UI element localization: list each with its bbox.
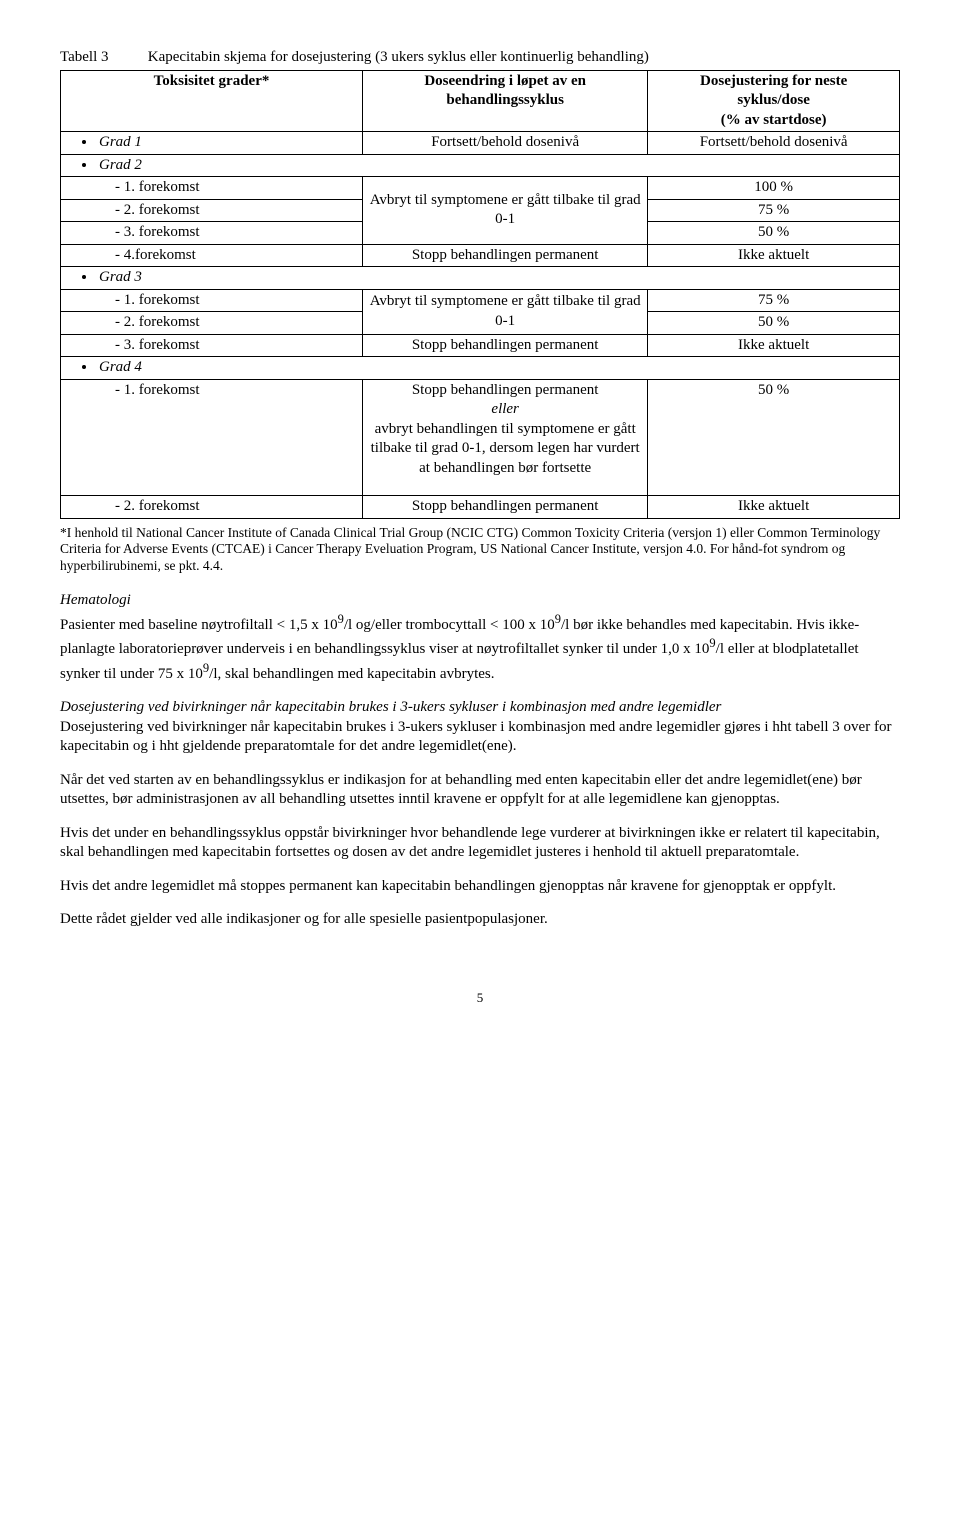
dose-p1: Dosejustering ved bivirkninger når kapec…	[60, 718, 900, 757]
g4-2-c2: Stopp behandlingen permanent	[363, 496, 648, 519]
grad2-header-row: Grad 2	[61, 154, 900, 177]
g3-1-c3: 75 %	[648, 289, 900, 312]
g2-2-c3: 75 %	[648, 199, 900, 222]
g4-1-c2: Stopp behandlingen permanent eller avbry…	[363, 379, 648, 496]
g4-1-c3: 50 %	[648, 379, 900, 496]
grad4-label: Grad 4	[97, 358, 893, 378]
hematologi-heading: Hematologi	[60, 592, 131, 608]
g4-2-label: - 2. forekomst	[61, 496, 363, 519]
table-caption-lead: Tabell 3	[60, 48, 144, 68]
th-col3-l2: syklus/dose	[737, 92, 810, 108]
hematologi-paragraph: Hematologi Pasienter med baseline nøytro…	[60, 591, 900, 684]
grad3-label: Grad 3	[97, 268, 893, 288]
g4-1-c2-l3: avbryt behandlingen til symptomene er gå…	[371, 421, 640, 476]
g3-3-c3: Ikke aktuelt	[648, 334, 900, 357]
table-caption: Tabell 3 Kapecitabin skjema for dosejust…	[60, 48, 900, 68]
grad4-label-cell: Grad 4	[61, 357, 900, 380]
g4-1-label: - 1. forekomst	[61, 379, 363, 496]
grad2-label: Grad 2	[97, 156, 893, 176]
g2-4-c3: Ikke aktuelt	[648, 244, 900, 267]
grad1-c2: Fortsett/behold dosenivå	[363, 132, 648, 155]
th-col2-l2: behandlingssyklus	[446, 92, 564, 108]
g3-1-label: - 1. forekomst	[61, 289, 363, 312]
grad1-label: Grad 1	[97, 133, 356, 153]
th-col2-l1: Doseendring i løpet av en	[424, 73, 586, 89]
page-number: 5	[60, 990, 900, 1007]
dose-p2: Når det ved starten av en behandlingssyk…	[60, 771, 900, 810]
g4-2-c3: Ikke aktuelt	[648, 496, 900, 519]
g2-1-row: - 1. forekomst Avbryt til symptomene er …	[61, 177, 900, 200]
grad1-c3: Fortsett/behold dosenivå	[648, 132, 900, 155]
g2-3-c3: 50 %	[648, 222, 900, 245]
th-col3-l1: Dosejustering for neste	[700, 73, 847, 89]
dose-p4: Hvis det andre legemidlet må stoppes per…	[60, 877, 900, 897]
grad3-label-cell: Grad 3	[61, 267, 900, 290]
g4-1-c2-l2: eller	[491, 401, 519, 417]
g2-4-c2: Stopp behandlingen permanent	[363, 244, 648, 267]
table-header-row: Toksisitet grader* Doseendring i løpet a…	[61, 70, 900, 132]
grad1-label-cell: Grad 1	[61, 132, 363, 155]
g3-2-label: - 2. forekomst	[61, 312, 363, 335]
g2-1-label: - 1. forekomst	[61, 177, 363, 200]
grad2-label-cell: Grad 2	[61, 154, 900, 177]
dose-heading: Dosejustering ved bivirkninger når kapec…	[60, 698, 900, 718]
g4-2-row: - 2. forekomst Stopp behandlingen perman…	[61, 496, 900, 519]
table-caption-rest: Kapecitabin skjema for dosejustering (3 …	[148, 49, 649, 65]
g4-1-c2-l1: Stopp behandlingen permanent	[412, 382, 599, 398]
g2-3-label: - 3. forekomst	[61, 222, 363, 245]
g2-2-label: - 2. forekomst	[61, 199, 363, 222]
th-col1: Toksisitet grader*	[61, 70, 363, 132]
th-col2: Doseendring i løpet av en behandlingssyk…	[363, 70, 648, 132]
g3-3-row: - 3. forekomst Stopp behandlingen perman…	[61, 334, 900, 357]
g3-avbryt: Avbryt til symptomene er gått tilbake ti…	[363, 289, 648, 334]
dose-p5: Dette rådet gjelder ved alle indikasjone…	[60, 910, 900, 930]
g3-2-c3: 50 %	[648, 312, 900, 335]
g4-1-row: - 1. forekomst Stopp behandlingen perman…	[61, 379, 900, 496]
hema-p1-b: /l og/eller trombocyttall < 100 x 10	[344, 617, 555, 633]
g2-4-row: - 4.forekomst Stopp behandlingen permane…	[61, 244, 900, 267]
g3-3-label: - 3. forekomst	[61, 334, 363, 357]
g2-avbryt: Avbryt til symptomene er gått tilbake ti…	[363, 177, 648, 245]
g2-4-label: - 4.forekomst	[61, 244, 363, 267]
grad3-header-row: Grad 3	[61, 267, 900, 290]
table-footnote: *I henhold til National Cancer Institute…	[60, 525, 900, 576]
grad1-row: Grad 1 Fortsett/behold dosenivå Fortsett…	[61, 132, 900, 155]
dose-adjustment-table: Toksisitet grader* Doseendring i løpet a…	[60, 70, 900, 519]
g2-1-c3: 100 %	[648, 177, 900, 200]
dose-p3: Hvis det under en behandlingssyklus opps…	[60, 824, 900, 863]
g3-3-c2: Stopp behandlingen permanent	[363, 334, 648, 357]
th-col3-l3: (% av startdose)	[721, 112, 827, 128]
hema-p1-e: /l, skal behandlingen med kapecitabin av…	[209, 666, 494, 682]
grad4-header-row: Grad 4	[61, 357, 900, 380]
th-col3: Dosejustering for neste syklus/dose (% a…	[648, 70, 900, 132]
hema-p1-a: Pasienter med baseline nøytrofiltall < 1…	[60, 617, 338, 633]
g3-1-row: - 1. forekomst Avbryt til symptomene er …	[61, 289, 900, 312]
